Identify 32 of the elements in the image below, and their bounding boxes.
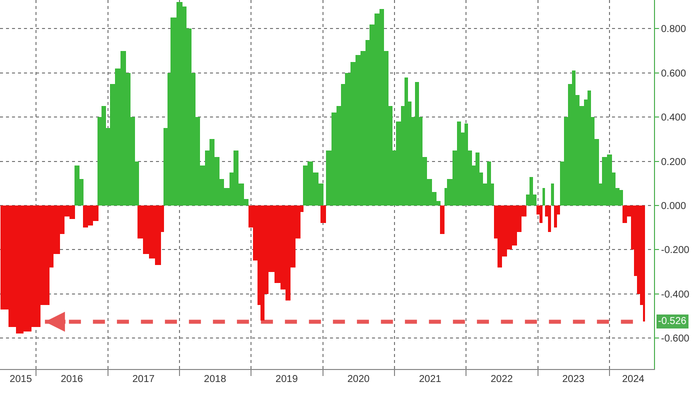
x-tick-label: 2021 <box>418 374 442 385</box>
y-tick-label: 0.400 <box>661 112 686 124</box>
bar <box>548 205 551 232</box>
y-tick-label: 0.800 <box>661 24 686 36</box>
x-tick-label: 2023 <box>562 374 585 385</box>
y-tick-label: 0.600 <box>661 68 686 80</box>
x-tick-label: 2019 <box>276 374 298 385</box>
x-tick-label: 2024 <box>622 374 645 385</box>
x-tick-label: 2022 <box>490 374 514 385</box>
x-tick-label: 2020 <box>347 374 370 385</box>
y-tick-label: -0.200 <box>661 245 690 256</box>
y-tick-label: -0.400 <box>661 289 690 300</box>
x-tick-label: 2015 <box>10 374 32 385</box>
bar <box>101 106 106 206</box>
bar <box>539 205 542 224</box>
y-tick-label: 0.200 <box>661 156 686 168</box>
bar <box>74 166 80 206</box>
x-tick-label: 2016 <box>60 374 84 385</box>
x-tick-label: 2017 <box>132 374 155 385</box>
bar <box>440 205 444 234</box>
y-tick-label: -0.600 <box>661 334 690 345</box>
y-tick-label: 0.000 <box>661 200 686 212</box>
bar <box>487 161 492 206</box>
bar <box>529 176 533 206</box>
bar <box>622 205 627 224</box>
bar <box>456 122 462 206</box>
bar <box>550 183 554 206</box>
ref-line-label: -0.526 <box>658 316 687 327</box>
bar <box>464 124 468 206</box>
bar <box>320 205 326 224</box>
bar <box>476 152 480 206</box>
x-tick-label: 2018 <box>204 374 227 385</box>
